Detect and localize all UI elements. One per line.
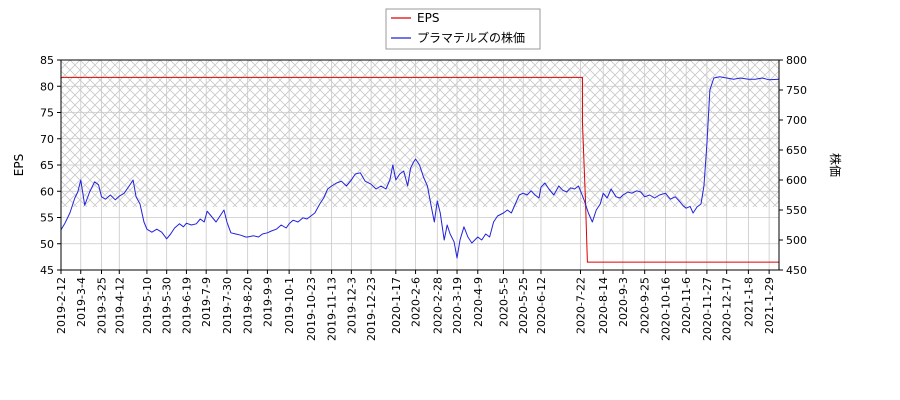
- x-tick-label: 2020-2-6: [410, 277, 423, 327]
- hatched-band: [61, 60, 779, 207]
- left-tick-label: 65: [40, 159, 54, 172]
- right-tick-label: 650: [786, 144, 807, 157]
- x-tick-label: 2020-3-19: [451, 277, 464, 334]
- right-tick-label: 800: [786, 54, 807, 67]
- legend-price-label: プラマテルズの株価: [417, 30, 525, 45]
- x-tick-label: 2019-8-20: [242, 277, 255, 334]
- left-tick-label: 75: [40, 107, 54, 120]
- x-tick-label: 2019-6-19: [180, 277, 193, 334]
- x-tick-label: 2019-9-9: [261, 277, 274, 327]
- right-tick-label: 750: [786, 84, 807, 97]
- left-tick-label: 45: [40, 264, 54, 277]
- left-axis: 45 50 55 60 65 70 75 80 85: [40, 54, 61, 277]
- x-tick-label: 2019-10-23: [305, 277, 318, 341]
- price-series-line: [61, 76, 779, 259]
- left-tick-label: 50: [40, 238, 54, 251]
- x-tick-label: 2019-10-1: [283, 277, 296, 334]
- legend: EPS プラマテルズの株価: [385, 8, 541, 50]
- series-layer: [61, 76, 779, 263]
- left-tick-label: 60: [40, 185, 54, 198]
- right-tick-label: 500: [786, 234, 807, 247]
- x-tick-label: 2019-3-4: [75, 277, 88, 327]
- x-tick-label: 2020-12-17: [721, 277, 734, 341]
- legend-box: [385, 8, 541, 50]
- x-tick-label: 2019-5-10: [141, 277, 154, 334]
- x-tick-label: 2020-5-25: [517, 277, 530, 334]
- right-tick-label: 600: [786, 174, 807, 187]
- x-tick-label: 2020-6-12: [535, 277, 548, 334]
- x-tick-label: 2019-7-9: [200, 277, 213, 327]
- right-axis-label: 株価: [828, 153, 843, 177]
- x-tick-label: 2020-10-16: [659, 277, 672, 341]
- x-tick-label: 2020-4-9: [472, 277, 485, 327]
- x-tick-label: 2019-2-12: [55, 277, 68, 334]
- x-tick-label: 2019-4-12: [113, 277, 126, 334]
- left-tick-label: 55: [40, 212, 54, 225]
- x-tick-label: 2020-11-6: [680, 277, 693, 334]
- right-tick-label: 450: [786, 264, 807, 277]
- x-tick-label: 2020-9-25: [639, 277, 652, 334]
- left-tick-label: 80: [40, 80, 54, 93]
- x-tick-label: 2020-11-27: [701, 277, 714, 341]
- right-tick-label: 550: [786, 204, 807, 217]
- x-tick-label: 2019-7-30: [221, 277, 234, 334]
- x-tick-label: 2019-12-3: [345, 277, 358, 334]
- x-tick-label: 2020-5-5: [497, 277, 510, 327]
- right-tick-label: 700: [786, 114, 807, 127]
- x-tick-label: 2020-7-22: [574, 277, 587, 334]
- legend-eps-label: EPS: [417, 11, 439, 25]
- x-tick-label: 2020-9-3: [617, 277, 630, 327]
- right-axis: 450 500 550 600 650 700 750 800: [779, 54, 807, 277]
- left-tick-label: 85: [40, 54, 54, 67]
- left-tick-label: 70: [40, 133, 54, 146]
- x-axis: 2019-2-12 2019-3-4 2019-3-25 2019-4-12 2019-…: [55, 270, 776, 341]
- x-tick-label: 2020-2-28: [431, 277, 444, 334]
- eps-series-line: [61, 76, 779, 263]
- x-tick-label: 2019-3-25: [95, 277, 108, 334]
- x-tick-label: 2020-1-17: [390, 277, 403, 334]
- x-tick-label: 2019-11-13: [326, 277, 339, 341]
- x-tick-label: 2021-1-8: [742, 277, 755, 327]
- x-tick-label: 2019-12-23: [365, 277, 378, 341]
- left-axis-label: EPS: [12, 154, 26, 176]
- x-tick-label: 2019-5-30: [161, 277, 174, 334]
- x-tick-label: 2020-8-14: [597, 277, 610, 334]
- x-tick-label: 2021-1-29: [763, 277, 776, 334]
